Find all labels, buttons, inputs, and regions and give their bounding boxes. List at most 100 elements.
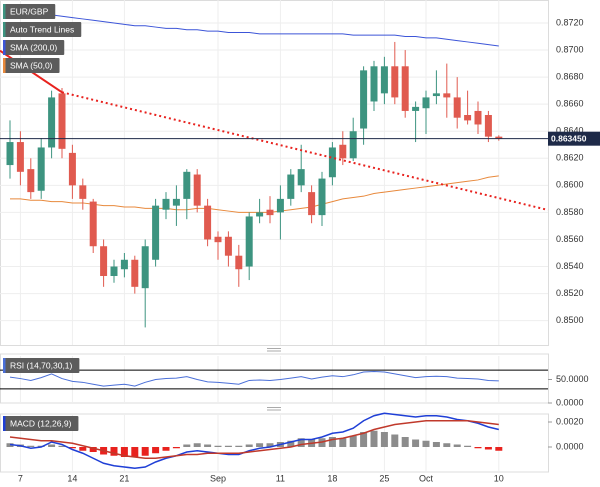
macd-histogram-bar	[412, 439, 420, 447]
y-tick-label: 0.8600	[556, 180, 584, 190]
x-tick-label: 7	[18, 473, 23, 483]
macd-histogram-bar	[266, 443, 274, 447]
macd-histogram-bar	[162, 447, 170, 451]
candle-body	[141, 246, 149, 289]
macd-histogram-bar	[380, 432, 388, 447]
x-tick-label: 18	[327, 473, 337, 483]
macd-histogram-bar	[391, 434, 399, 447]
last-price-box	[548, 131, 600, 146]
legend-swatch	[3, 416, 6, 431]
macd-histogram-bar	[172, 447, 180, 449]
macd-histogram-bar	[370, 430, 378, 447]
candle-body	[37, 147, 45, 191]
panel-separator	[267, 348, 281, 411]
legend-box	[3, 4, 56, 19]
candle-body	[131, 259, 139, 287]
candle-body	[110, 266, 118, 276]
macd-histogram-bar	[141, 447, 149, 456]
candle-body	[266, 209, 274, 216]
macd-histogram-bar	[349, 435, 357, 447]
x-tick-label: 14	[67, 473, 77, 483]
y-tick-label: 0.8560	[556, 234, 584, 244]
legend-box	[3, 416, 79, 431]
x-tick-label: 11	[276, 473, 285, 483]
legend-swatch	[3, 58, 6, 73]
candle-body	[380, 66, 388, 94]
main-panel	[0, 0, 549, 346]
candle-body	[224, 236, 232, 256]
candle-body	[391, 66, 399, 98]
macd-histogram-bar	[58, 445, 66, 447]
candle-body	[152, 205, 160, 260]
macd-histogram-bar	[152, 447, 160, 454]
candle-body	[204, 205, 212, 240]
candle-body	[214, 236, 222, 243]
candle-body	[6, 142, 14, 166]
candle-body	[276, 198, 284, 213]
x-tick-label: Sep	[210, 473, 226, 483]
x-tick-label: 10	[494, 473, 504, 483]
candle-body	[349, 131, 357, 159]
candle-body	[360, 70, 368, 129]
macd-histogram-bar	[89, 447, 97, 452]
macd-histogram-bar	[27, 445, 35, 447]
macd-histogram-bar	[183, 444, 191, 447]
y-tick-label: 0.8620	[556, 153, 584, 163]
y-tick-label: 0.8500	[556, 315, 584, 325]
macd-histogram-bar	[110, 447, 118, 456]
candle-body	[48, 97, 56, 148]
candle-body	[287, 174, 295, 199]
y-tick-label: 0.8640	[556, 126, 584, 136]
macd-histogram-bar	[193, 443, 201, 447]
candle-body	[422, 97, 430, 109]
macd-histogram-bar	[360, 432, 368, 447]
candle-body	[308, 192, 316, 216]
candle-body	[162, 198, 170, 210]
candle-body	[484, 115, 492, 137]
candle-body	[16, 142, 24, 172]
macd-histogram-bar	[328, 437, 336, 447]
macd-histogram-bar	[401, 437, 409, 447]
candle-body	[453, 97, 461, 118]
macd-histogram-bar	[474, 447, 482, 449]
y-tick-label: 50.0000	[556, 374, 589, 384]
legend-label: EUR/GBP	[10, 6, 49, 16]
candle-body	[412, 106, 420, 111]
candle-body	[120, 259, 128, 270]
macd-histogram-bar	[495, 447, 503, 451]
y-tick-label: 0.8700	[556, 44, 584, 54]
y-tick-label: 0.8520	[556, 288, 584, 298]
candle-body	[297, 169, 305, 186]
y-tick-label: 0.0000	[556, 441, 584, 451]
macd-histogram-bar	[339, 438, 347, 447]
sma-line	[9, 8, 499, 47]
candle-body	[432, 93, 440, 97]
legend-swatch	[3, 4, 6, 19]
macd-histogram-bar	[484, 447, 492, 450]
candle-body	[443, 93, 451, 98]
macd-histogram-bar	[245, 444, 253, 447]
macd-histogram-bar	[453, 444, 461, 447]
candle-body	[256, 212, 264, 217]
macd-histogram-bar	[464, 445, 472, 447]
macd-histogram-bar	[235, 445, 243, 447]
candle-body	[464, 115, 472, 121]
candle-body	[89, 201, 97, 247]
y-tick-label: 0.8720	[556, 17, 584, 27]
candle-body	[495, 136, 503, 139]
legend-label: Auto Trend Lines	[10, 24, 74, 34]
macd-histogram-bar	[48, 444, 56, 447]
candle-body	[68, 152, 76, 186]
candle-body	[401, 66, 409, 111]
x-tick-label: Oct	[419, 473, 434, 483]
legend-box	[3, 40, 65, 55]
macd-histogram-bar	[214, 445, 222, 447]
candle-body	[172, 198, 180, 206]
macd-panel	[0, 413, 549, 473]
y-tick-label: 0.8680	[556, 71, 584, 81]
legend-label: RSI (14,70,30,1)	[10, 360, 73, 370]
y-tick-label: 0.0020	[556, 416, 584, 426]
candle-body	[58, 93, 66, 149]
macd-histogram-bar	[443, 443, 451, 447]
candle-body	[100, 246, 108, 276]
